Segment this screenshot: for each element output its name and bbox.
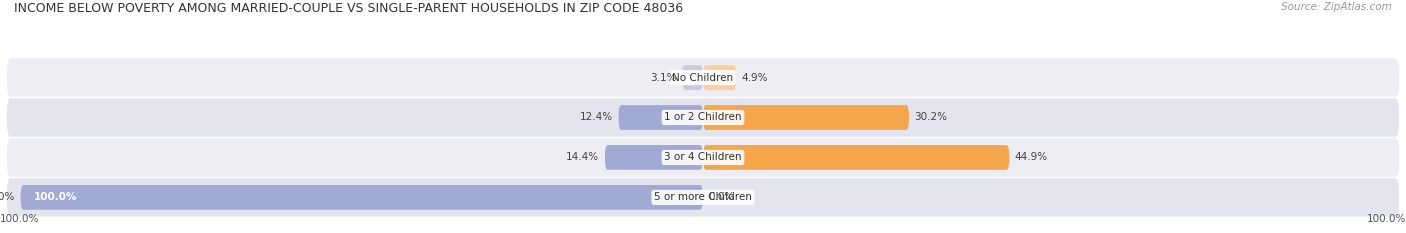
FancyBboxPatch shape [7,98,1399,137]
Text: 0.0%: 0.0% [709,192,735,202]
Text: 14.4%: 14.4% [567,152,599,162]
Text: 100.0%: 100.0% [34,192,77,202]
Text: 100.0%: 100.0% [0,214,39,224]
FancyBboxPatch shape [703,105,910,130]
FancyBboxPatch shape [703,65,737,90]
Text: 30.2%: 30.2% [914,113,948,123]
Text: INCOME BELOW POVERTY AMONG MARRIED-COUPLE VS SINGLE-PARENT HOUSEHOLDS IN ZIP COD: INCOME BELOW POVERTY AMONG MARRIED-COUPL… [14,2,683,15]
Text: No Children: No Children [672,72,734,82]
Text: 100.0%: 100.0% [0,192,15,202]
Text: 100.0%: 100.0% [1367,214,1406,224]
Text: 3 or 4 Children: 3 or 4 Children [664,152,742,162]
FancyBboxPatch shape [703,145,1010,170]
FancyBboxPatch shape [619,105,703,130]
Text: 12.4%: 12.4% [579,113,613,123]
FancyBboxPatch shape [7,138,1399,177]
Text: 1 or 2 Children: 1 or 2 Children [664,113,742,123]
Text: 3.1%: 3.1% [650,72,676,82]
Text: Source: ZipAtlas.com: Source: ZipAtlas.com [1281,2,1392,12]
Text: 4.9%: 4.9% [742,72,769,82]
FancyBboxPatch shape [7,58,1399,97]
FancyBboxPatch shape [605,145,703,170]
Text: 5 or more Children: 5 or more Children [654,192,752,202]
FancyBboxPatch shape [21,185,703,210]
Text: 44.9%: 44.9% [1015,152,1047,162]
FancyBboxPatch shape [682,65,703,90]
FancyBboxPatch shape [7,178,1399,216]
